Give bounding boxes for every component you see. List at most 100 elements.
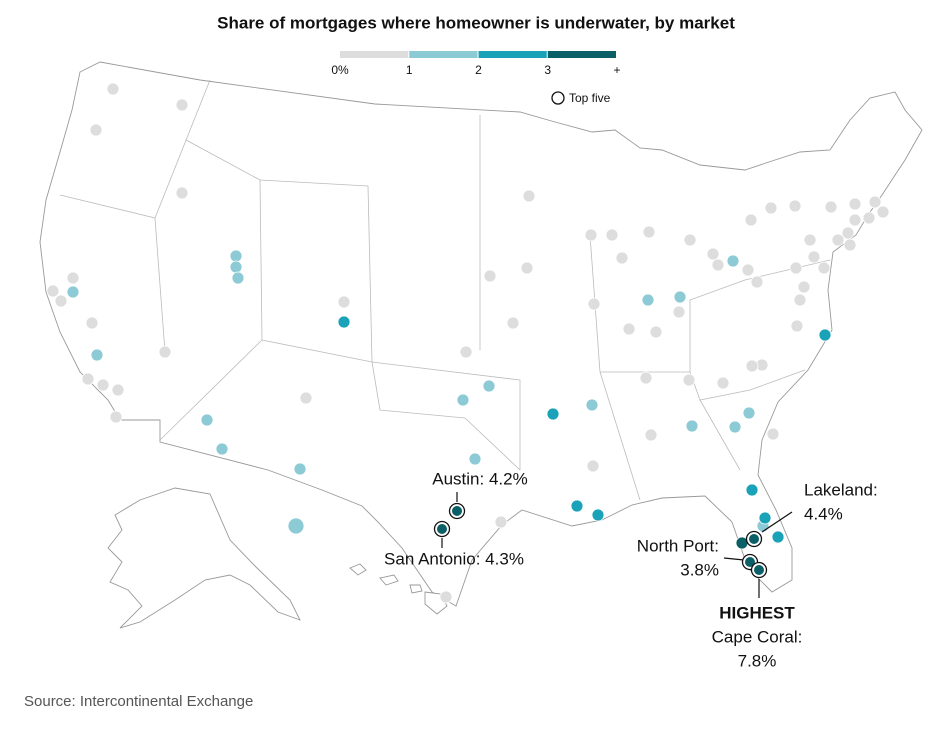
top-five-dot: [754, 565, 764, 575]
market-dot: [789, 261, 803, 275]
market-dot: [293, 462, 307, 476]
market-dot: [586, 459, 600, 473]
legend-swatch: [547, 51, 616, 58]
market-dot: [706, 247, 720, 261]
market-dot: [587, 297, 601, 311]
market-dot: [868, 195, 882, 209]
market-dot: [824, 200, 838, 214]
market-dot: [841, 226, 855, 240]
legend-label: 3: [544, 63, 551, 77]
market-dot: [741, 263, 755, 277]
legend-top-five-symbol: [551, 91, 565, 105]
market-dot: [639, 371, 653, 385]
market-dot: [745, 359, 759, 373]
legend-swatch: [340, 51, 409, 58]
market-dot: [641, 293, 655, 307]
market-dot: [605, 228, 619, 242]
market-dot: [728, 420, 742, 434]
chart-title: Share of mortgages where homeowner is un…: [217, 13, 735, 32]
market-dot: [483, 269, 497, 283]
market-dot: [584, 228, 598, 242]
market-dot: [175, 186, 189, 200]
legend-swatch: [478, 51, 547, 58]
basemap: [39, 61, 923, 629]
market-dot: [106, 82, 120, 96]
market-dot: [54, 294, 68, 308]
annotation-text: 3.8%: [680, 560, 719, 579]
market-dot: [520, 261, 534, 275]
legend: 0% 1 2 3 +Top five: [331, 51, 621, 105]
market-dot: [337, 295, 351, 309]
market-dot: [876, 205, 890, 219]
market-dot: [758, 511, 772, 525]
market-dot: [337, 315, 351, 329]
market-dot: [546, 407, 560, 421]
market-dot: [522, 189, 536, 203]
top-five-dot: [437, 524, 447, 534]
legend-label: +: [613, 63, 620, 77]
annotation-text: North Port:: [637, 536, 719, 555]
annotation-text: Cape Coral:: [712, 627, 803, 646]
top-five-annotations: Austin: 4.2% San Antonio: 4.3% Lakeland: 4.…: [384, 469, 878, 670]
market-dot: [831, 233, 845, 247]
market-dot: [482, 379, 496, 393]
market-dot: [644, 428, 658, 442]
market-dot: [744, 213, 758, 227]
leader-line: [723, 557, 745, 561]
market-dot: [682, 373, 696, 387]
market-dot: [456, 393, 470, 407]
market-dot: [494, 515, 508, 529]
hawaii: [349, 563, 448, 615]
market-dot: [46, 284, 60, 298]
market-dot: [790, 319, 804, 333]
market-dot: [766, 427, 780, 441]
market-dot: [111, 383, 125, 397]
market-dot: [200, 413, 214, 427]
market-dot: [726, 254, 740, 268]
state-lines: [59, 79, 831, 501]
market-dot: [848, 213, 862, 227]
highlight-label: HIGHEST: [719, 603, 795, 622]
market-dot: [215, 442, 229, 456]
market-dot: [716, 376, 730, 390]
annotation-text: 4.4%: [804, 504, 843, 523]
market-dot: [649, 325, 663, 339]
market-dot: [843, 238, 857, 252]
market-dot: [818, 328, 832, 342]
market-dot: [231, 271, 245, 285]
market-dot: [615, 251, 629, 265]
market-dot: [788, 199, 802, 213]
legend-label: 0%: [331, 63, 349, 77]
market-dot: [685, 419, 699, 433]
market-dot: [90, 348, 104, 362]
legend-top-five-label: Top five: [569, 91, 611, 105]
market-dot: [848, 197, 862, 211]
annotation-text: San Antonio: 4.3%: [384, 549, 524, 568]
legend-label: 1: [406, 63, 413, 77]
market-dot: [158, 345, 172, 359]
market-dot: [797, 280, 811, 294]
market-dot: [66, 285, 80, 299]
market-dot: [764, 201, 778, 215]
market-dot: [229, 249, 243, 263]
market-dot: [229, 260, 243, 274]
market-dot: [570, 499, 584, 513]
market-dot: [109, 410, 123, 424]
top-five-dot: [745, 557, 755, 567]
annotation-text: Lakeland:: [804, 480, 878, 499]
market-dot: [672, 305, 686, 319]
market-dot: [683, 233, 697, 247]
market-dot: [622, 322, 636, 336]
source: Source: Intercontinental Exchange: [24, 693, 253, 710]
alaska: [107, 487, 301, 629]
market-dot: [439, 590, 453, 604]
market-dot: [793, 293, 807, 307]
market-dot: [459, 345, 473, 359]
market-dot: [96, 378, 110, 392]
market-dot: [711, 258, 725, 272]
market-dot: [803, 233, 817, 247]
market-dot: [66, 271, 80, 285]
annotation-text: Austin: 4.2%: [432, 469, 527, 488]
market-dot: [81, 372, 95, 386]
